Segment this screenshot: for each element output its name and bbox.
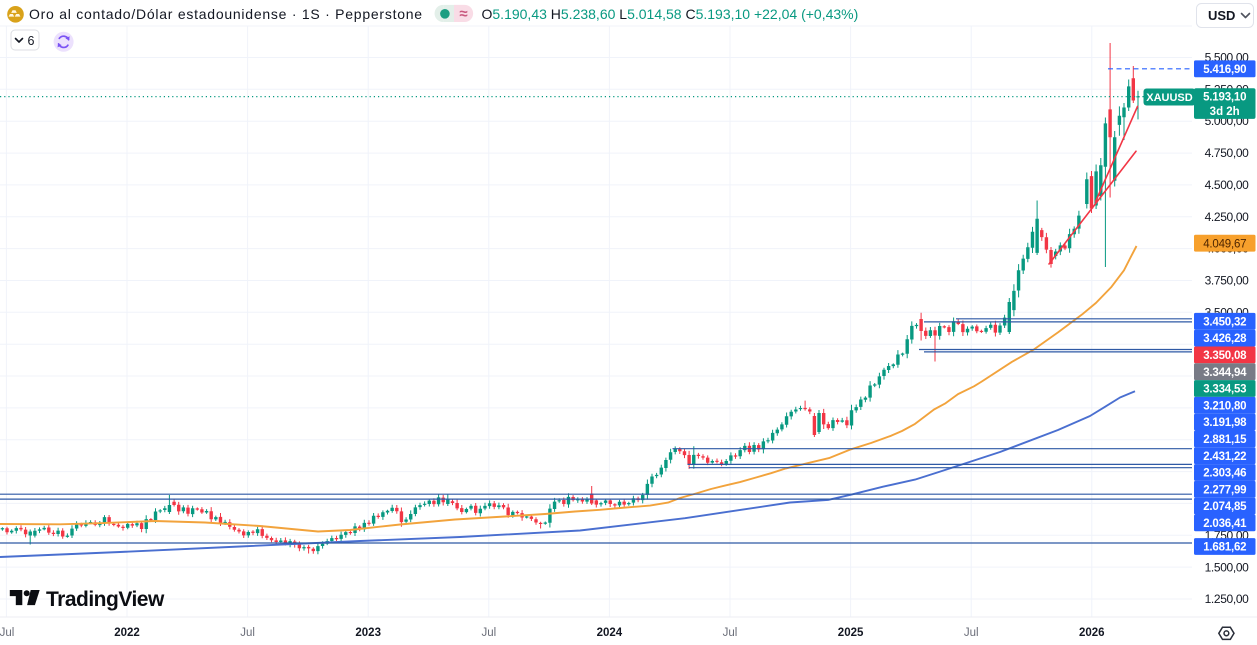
svg-text:5.416,90: 5.416,90 [1203,64,1246,76]
svg-text:Jul: Jul [481,627,496,639]
svg-text:3.450,32: 3.450,32 [1203,316,1246,328]
svg-text:2.431,22: 2.431,22 [1203,451,1246,463]
svg-text:O5.190,43 H5.238,60 L5.014,58: O5.190,43 H5.238,60 L5.014,58 C5.193,10 … [482,6,859,22]
svg-text:3.344,94: 3.344,94 [1203,367,1247,379]
svg-text:2026: 2026 [1079,627,1105,639]
svg-text:4.049,67: 4.049,67 [1203,238,1246,250]
svg-text:3d 2h: 3d 2h [1210,106,1240,118]
svg-text:3.210,80: 3.210,80 [1203,400,1246,412]
svg-text:1.500,00: 1.500,00 [1205,560,1250,574]
svg-text:2023: 2023 [355,627,381,639]
svg-text:5.193,10: 5.193,10 [1203,92,1246,104]
svg-text:USD: USD [1208,8,1235,23]
svg-text:3.334,53: 3.334,53 [1203,384,1246,396]
svg-text:XAUUSD: XAUUSD [1146,92,1193,104]
svg-text:4.250,00: 4.250,00 [1205,210,1250,224]
svg-text:Jul: Jul [964,627,979,639]
svg-text:Oro al contado/Dólar estadouni: Oro al contado/Dólar estadounidense · 1S… [29,6,423,22]
svg-text:4.500,00: 4.500,00 [1205,178,1250,192]
svg-text:2.277,99: 2.277,99 [1203,484,1246,496]
svg-text:Jul: Jul [0,627,14,639]
svg-text:Jul: Jul [240,627,255,639]
svg-text:3.191,98: 3.191,98 [1203,417,1247,429]
svg-text:2.074,85: 2.074,85 [1203,501,1247,513]
svg-text:4.750,00: 4.750,00 [1205,146,1250,160]
svg-text:2024: 2024 [597,627,623,639]
svg-text:Jul: Jul [723,627,738,639]
svg-text:1.250,00: 1.250,00 [1205,592,1250,606]
svg-text:2.881,15: 2.881,15 [1203,434,1247,446]
svg-text:2025: 2025 [838,627,864,639]
svg-text:6: 6 [28,34,35,48]
svg-text:≈: ≈ [459,6,467,23]
svg-text:1.681,62: 1.681,62 [1203,542,1246,554]
svg-text:2022: 2022 [114,627,140,639]
svg-text:3.426,28: 3.426,28 [1203,333,1247,345]
svg-text:3.750,00: 3.750,00 [1205,274,1250,288]
svg-text:3.350,08: 3.350,08 [1203,350,1247,362]
svg-text:2.036,41: 2.036,41 [1203,518,1247,530]
svg-text:2.303,46: 2.303,46 [1203,468,1246,480]
svg-text:TradingView: TradingView [46,588,165,611]
